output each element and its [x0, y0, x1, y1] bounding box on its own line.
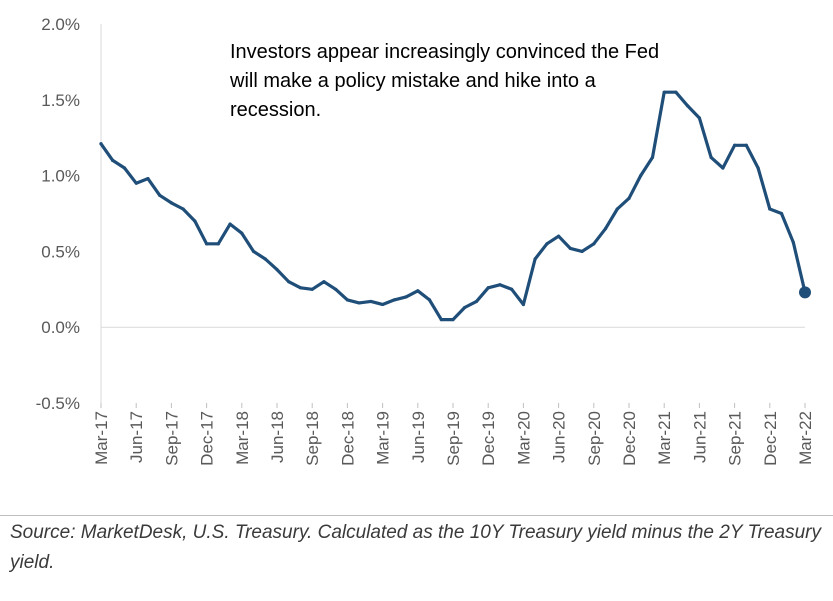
y-tick-label: -0.5% — [36, 394, 80, 413]
data-point — [533, 257, 537, 261]
x-tick-label: Dec-19 — [479, 411, 498, 466]
x-tick-label: Dec-20 — [620, 411, 639, 466]
data-point — [369, 299, 373, 304]
x-tick-label: Sep-18 — [303, 411, 322, 466]
x-tick-label: Mar-19 — [374, 411, 393, 465]
data-point — [322, 280, 326, 284]
data-point — [615, 207, 619, 211]
data-point — [427, 298, 432, 302]
x-tick-label: Dec-18 — [338, 411, 357, 466]
x-tick-label: Mar-20 — [514, 411, 533, 465]
x-tick-label: Sep-19 — [444, 411, 463, 466]
data-point — [627, 196, 631, 200]
data-point — [733, 143, 737, 147]
data-point — [287, 280, 291, 284]
source-note: Source: MarketDesk, U.S. Treasury. Calcu… — [10, 522, 821, 573]
x-tick-label: Jun-18 — [268, 411, 287, 463]
data-point — [357, 301, 361, 305]
data-point — [662, 90, 666, 94]
data-point — [521, 302, 526, 307]
data-point — [756, 166, 760, 170]
x-tick-label: Jun-21 — [690, 411, 709, 463]
data-point — [251, 249, 256, 253]
data-point — [122, 166, 127, 170]
data-point — [216, 242, 220, 246]
data-point — [639, 174, 643, 178]
x-tick-label: Sep-20 — [585, 411, 604, 466]
latest-value-marker — [799, 286, 811, 299]
data-point — [779, 211, 784, 216]
data-point — [709, 155, 713, 160]
x-tick-label: Mar-22 — [796, 411, 815, 465]
data-point — [791, 240, 795, 244]
data-point — [205, 242, 209, 246]
data-point — [568, 246, 572, 250]
chart-annotation: Investors appear increasingly convinced … — [230, 41, 660, 121]
data-point — [228, 222, 232, 226]
data-point — [240, 231, 244, 235]
data-point — [99, 142, 103, 146]
data-point — [603, 227, 608, 231]
x-tick-label: Dec-21 — [761, 411, 780, 466]
data-point — [345, 298, 349, 302]
data-point — [181, 207, 185, 211]
x-tick-label: Dec-17 — [198, 411, 217, 466]
data-point — [592, 242, 596, 246]
data-point — [697, 116, 702, 120]
data-point — [334, 287, 338, 291]
data-point — [111, 158, 115, 163]
y-tick-label: 0.5% — [41, 242, 80, 261]
data-point — [451, 318, 455, 322]
x-tick-label: Jun-17 — [127, 411, 146, 463]
data-point — [474, 299, 479, 304]
data-point — [193, 219, 197, 223]
data-point — [392, 298, 396, 302]
data-point — [416, 289, 420, 293]
data-point — [310, 287, 314, 291]
data-point — [463, 305, 467, 310]
data-point — [510, 287, 514, 291]
y-tick-label: 0.0% — [41, 318, 80, 337]
x-tick-label: Mar-18 — [233, 411, 252, 465]
data-point — [146, 177, 150, 181]
data-point — [498, 283, 502, 287]
data-point — [557, 234, 561, 238]
x-tick-label: Sep-21 — [726, 411, 745, 466]
y-tick-label: 2.0% — [41, 15, 80, 34]
source-divider — [0, 515, 833, 516]
data-point — [650, 155, 655, 160]
series-line — [99, 90, 807, 322]
data-point — [439, 318, 443, 322]
data-point — [158, 193, 162, 197]
data-point — [381, 302, 385, 307]
data-point — [298, 286, 303, 290]
data-point — [134, 181, 138, 185]
y-tick-label: 1.5% — [41, 91, 80, 110]
data-point — [275, 267, 279, 272]
data-point — [486, 286, 490, 290]
x-tick-label: Jun-19 — [409, 411, 428, 463]
data-point — [404, 295, 408, 299]
data-point — [768, 207, 772, 211]
x-tick-label: Sep-17 — [162, 411, 181, 466]
data-point — [686, 104, 690, 108]
data-point — [744, 143, 748, 147]
data-point — [169, 201, 173, 205]
data-point — [674, 90, 678, 94]
data-point — [263, 257, 267, 261]
data-point — [721, 166, 725, 170]
x-tick-label: Mar-17 — [92, 411, 111, 465]
x-tick-label: Jun-20 — [550, 411, 569, 463]
x-tick-label: Mar-21 — [655, 411, 674, 465]
data-point — [580, 249, 584, 253]
data-point — [545, 242, 549, 246]
y-tick-label: 1.0% — [41, 167, 80, 186]
